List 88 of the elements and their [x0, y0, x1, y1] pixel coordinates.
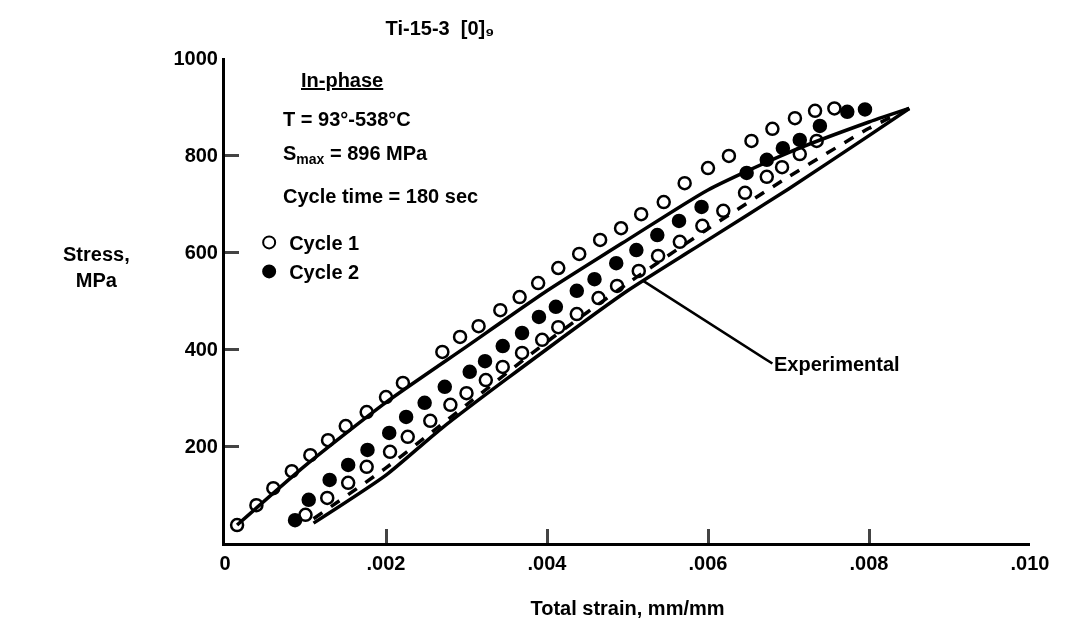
legend-label: Cycle 1	[289, 232, 360, 255]
point	[737, 185, 753, 201]
point	[694, 199, 709, 215]
y-tick-label: 600	[184, 241, 218, 263]
point	[359, 459, 374, 475]
point	[857, 102, 873, 117]
y-tick-label: 1000	[173, 47, 218, 69]
y-tick-label: 800	[184, 144, 218, 166]
point	[298, 507, 313, 523]
point	[493, 302, 508, 318]
point	[671, 213, 687, 229]
x-axis-title: Total strain, mm/mm	[530, 597, 725, 619]
point	[437, 379, 453, 395]
point	[656, 194, 671, 210]
point	[792, 132, 808, 148]
point	[807, 103, 823, 119]
point	[531, 309, 547, 325]
point	[551, 260, 566, 276]
point	[629, 242, 644, 258]
point	[548, 299, 564, 315]
point	[551, 319, 566, 335]
point	[744, 133, 759, 149]
point	[478, 372, 494, 388]
point	[650, 248, 666, 264]
point	[452, 329, 468, 345]
x-tick-label: .004	[527, 552, 568, 574]
point	[633, 206, 649, 222]
point	[417, 395, 432, 411]
annotation: T = 93°-538°C	[283, 108, 411, 130]
annotation: Cycle time = 180 sec	[283, 185, 479, 207]
x-tick-label: .008	[849, 552, 889, 574]
point	[477, 353, 493, 369]
annotation: Experimental	[774, 353, 900, 375]
x-tick-label: .002	[366, 552, 406, 574]
x-tick-label: .006	[688, 552, 728, 574]
point	[569, 283, 585, 299]
point	[340, 457, 356, 473]
point	[381, 425, 397, 441]
point	[287, 512, 303, 528]
point	[514, 345, 530, 361]
point	[443, 397, 458, 413]
point	[700, 160, 716, 176]
y-tick-label: 200	[184, 435, 218, 457]
point	[613, 220, 629, 236]
point	[400, 429, 415, 445]
point	[534, 332, 550, 348]
point	[435, 344, 450, 360]
point	[759, 169, 775, 185]
point	[672, 234, 688, 250]
point	[471, 318, 486, 334]
point	[462, 364, 477, 380]
point	[360, 442, 375, 458]
point	[721, 148, 737, 164]
point	[592, 232, 608, 248]
point	[716, 203, 731, 219]
legend-label: Cycle 2	[289, 261, 360, 284]
y-axis-title: Stress, MPa	[63, 243, 130, 291]
point	[840, 104, 855, 120]
point	[322, 472, 337, 488]
point	[301, 492, 316, 508]
annotation: S$_{max}$ = 896 MPa	[283, 142, 429, 168]
point	[423, 413, 438, 429]
point	[608, 255, 624, 271]
point	[459, 385, 474, 401]
point	[650, 227, 665, 243]
point	[340, 475, 356, 491]
point	[495, 338, 510, 354]
point	[571, 246, 587, 262]
y-tick-label: 400	[184, 338, 218, 360]
point	[812, 118, 828, 134]
point	[569, 306, 585, 322]
point	[587, 271, 602, 287]
point	[774, 159, 790, 175]
point	[512, 289, 527, 305]
point	[514, 325, 530, 341]
point	[320, 490, 335, 506]
point	[495, 359, 510, 375]
point	[677, 175, 692, 191]
chart-title: Ti-15-3 [0]₉	[385, 17, 495, 40]
x-tick-label: .010	[1010, 552, 1050, 574]
annotation: In-phase	[301, 69, 384, 91]
x-tick-label: 0	[219, 552, 231, 574]
point	[530, 275, 546, 291]
point	[382, 444, 398, 460]
point	[827, 101, 842, 116]
point	[787, 110, 803, 126]
point	[398, 409, 414, 425]
point	[765, 121, 780, 137]
